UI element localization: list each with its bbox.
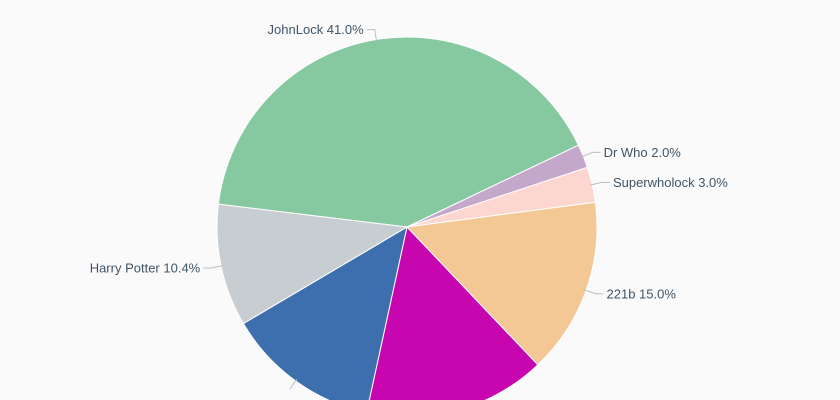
slice-label-dr-who: Dr Who 2.0%: [604, 145, 682, 160]
leader-line-dr-who: [581, 151, 601, 158]
slice-label-221b: 221b 15.0%: [607, 286, 677, 301]
leader-line-harry-potter: [203, 265, 224, 269]
pie-slice-unlabeled-4: [368, 225, 539, 400]
leader-line-unlabeled-5: [289, 379, 298, 390]
leader-line-superwholock: [590, 181, 610, 186]
slice-label-superwholock: Superwholock 3.0%: [613, 175, 728, 190]
slice-label-harry-potter: Harry Potter 10.4%: [90, 260, 201, 275]
slice-label-johnlock: JohnLock 41.0%: [268, 22, 365, 37]
leader-line-johnlock: [366, 29, 378, 42]
leader-line-221b: [584, 289, 604, 295]
